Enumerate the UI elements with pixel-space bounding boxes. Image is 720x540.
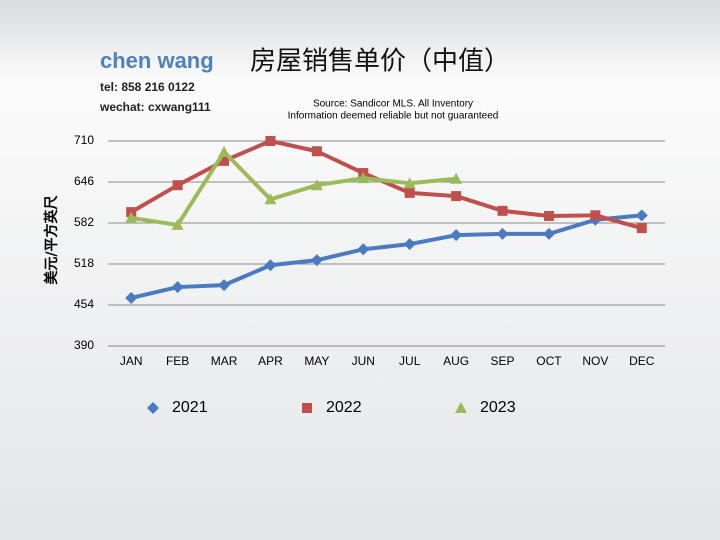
series-line <box>130 149 457 227</box>
x-tick-label: SEP <box>491 354 515 368</box>
marker <box>404 187 415 198</box>
marker <box>542 227 555 240</box>
x-tick-label: JUN <box>352 354 375 368</box>
marker <box>265 136 276 146</box>
marker <box>125 211 138 223</box>
legend-marker <box>147 402 159 414</box>
x-tick-label: JAN <box>120 354 143 368</box>
source: Source: Sandicor MLS. All Inventory <box>313 99 473 110</box>
contact: wechat: cxwang111 <box>99 100 211 114</box>
marker <box>451 191 462 202</box>
x-tick-label: MAR <box>211 354 238 368</box>
x-tick-label: JUL <box>399 354 421 368</box>
y-tick-label: 390 <box>74 338 94 352</box>
marker <box>125 291 138 304</box>
marker <box>172 180 183 191</box>
legend-label: 2023 <box>480 399 516 416</box>
legend-marker <box>455 402 467 413</box>
chart-title: 房屋销售单价（中值） <box>250 47 510 77</box>
marker <box>357 243 370 256</box>
marker <box>357 172 370 184</box>
marker <box>403 177 416 189</box>
x-tick-label: OCT <box>536 354 562 368</box>
marker <box>635 209 648 222</box>
marker <box>310 254 323 267</box>
y-tick-label: 518 <box>74 256 94 270</box>
marker <box>543 210 554 221</box>
marker <box>218 279 231 292</box>
marker <box>450 172 463 184</box>
x-tick-label: MAY <box>304 354 329 368</box>
x-tick-label: DEC <box>629 354 655 368</box>
y-tick-label: 710 <box>74 133 94 147</box>
y-tick-label: 454 <box>74 297 94 311</box>
marker <box>590 210 601 221</box>
marker <box>219 155 230 166</box>
contact: tel: 858 216 0122 <box>100 80 195 94</box>
marker <box>310 179 323 191</box>
x-tick-label: NOV <box>582 354 608 368</box>
author: chen wang <box>100 48 214 73</box>
marker <box>218 145 231 157</box>
x-tick-label: APR <box>258 354 283 368</box>
marker <box>264 259 277 272</box>
marker <box>403 238 416 251</box>
y-tick-label: 646 <box>74 174 94 188</box>
legend-label: 2022 <box>326 399 362 416</box>
marker <box>264 193 277 205</box>
x-tick-label: FEB <box>166 354 189 368</box>
legend-marker <box>302 403 312 413</box>
marker <box>171 218 184 230</box>
marker <box>311 146 322 157</box>
marker <box>450 229 463 242</box>
series-line <box>130 213 642 300</box>
x-tick-label: AUG <box>443 354 469 368</box>
source: Information deemed reliable but not guar… <box>288 111 499 122</box>
marker <box>636 223 647 234</box>
marker <box>497 205 508 216</box>
y-tick-label: 582 <box>74 215 94 229</box>
marker <box>171 281 184 294</box>
marker <box>496 227 509 240</box>
legend-label: 2021 <box>172 399 208 416</box>
y-axis-label: 美元/平方英尺 <box>43 195 60 284</box>
